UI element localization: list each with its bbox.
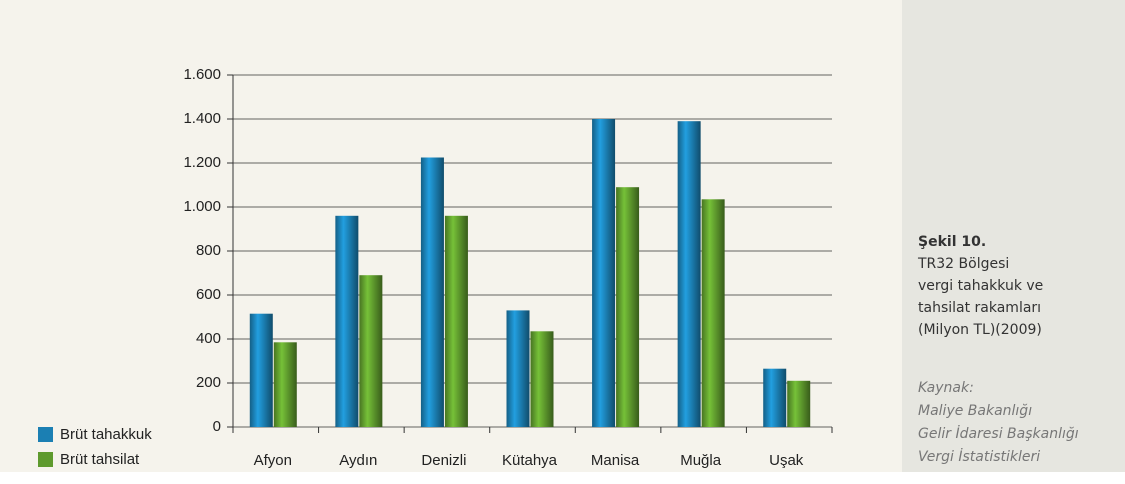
y-tick-label: 200	[196, 374, 221, 391]
x-tick-label: Afyon	[254, 452, 292, 469]
source-line: Vergi İstatistikleri	[918, 447, 1040, 465]
y-tick-label: 1.200	[183, 154, 221, 171]
side-panel	[902, 0, 1125, 472]
x-tick-label: Uşak	[769, 452, 804, 469]
caption-label: Şekil 10.	[918, 234, 986, 250]
legend-swatch	[38, 427, 53, 442]
caption-line: (Milyon TL)(2009)	[918, 322, 1042, 338]
source-line: Gelir İdaresi Başkanlığı	[918, 424, 1079, 442]
y-tick-label: 600	[196, 286, 221, 303]
bar	[359, 275, 383, 427]
y-tick-label: 1.600	[183, 66, 221, 83]
caption-line: vergi tahakkuk ve	[918, 278, 1043, 294]
bar	[677, 121, 701, 427]
source-line: Kaynak:	[918, 380, 974, 396]
y-tick-label: 800	[196, 242, 221, 259]
caption-line: TR32 Bölgesi	[917, 256, 1009, 272]
bar	[506, 310, 530, 427]
bar	[249, 313, 273, 427]
bar	[420, 157, 444, 427]
legend-label: Brüt tahakkuk	[60, 426, 152, 443]
y-tick-label: 1.000	[183, 198, 221, 215]
bar	[530, 331, 554, 427]
bar	[763, 368, 787, 427]
y-tick-label: 1.400	[183, 110, 221, 127]
caption-line: tahsilat rakamları	[918, 300, 1041, 316]
bar	[273, 342, 297, 427]
x-tick-label: Aydın	[339, 452, 377, 469]
x-tick-label: Kütahya	[502, 452, 558, 469]
bar	[616, 187, 640, 427]
bar	[444, 215, 468, 427]
x-tick-label: Denizli	[421, 452, 466, 469]
legend-swatch	[38, 452, 53, 467]
bar	[592, 119, 616, 427]
source-line: Maliye Bakanlığı	[918, 403, 1032, 419]
bar	[701, 199, 725, 427]
x-tick-label: Muğla	[680, 452, 722, 469]
bar	[335, 215, 359, 427]
legend-label: Brüt tahsilat	[60, 451, 140, 468]
y-tick-label: 0	[213, 418, 221, 435]
y-tick-label: 400	[196, 330, 221, 347]
bar	[787, 380, 811, 427]
x-tick-label: Manisa	[591, 452, 640, 469]
